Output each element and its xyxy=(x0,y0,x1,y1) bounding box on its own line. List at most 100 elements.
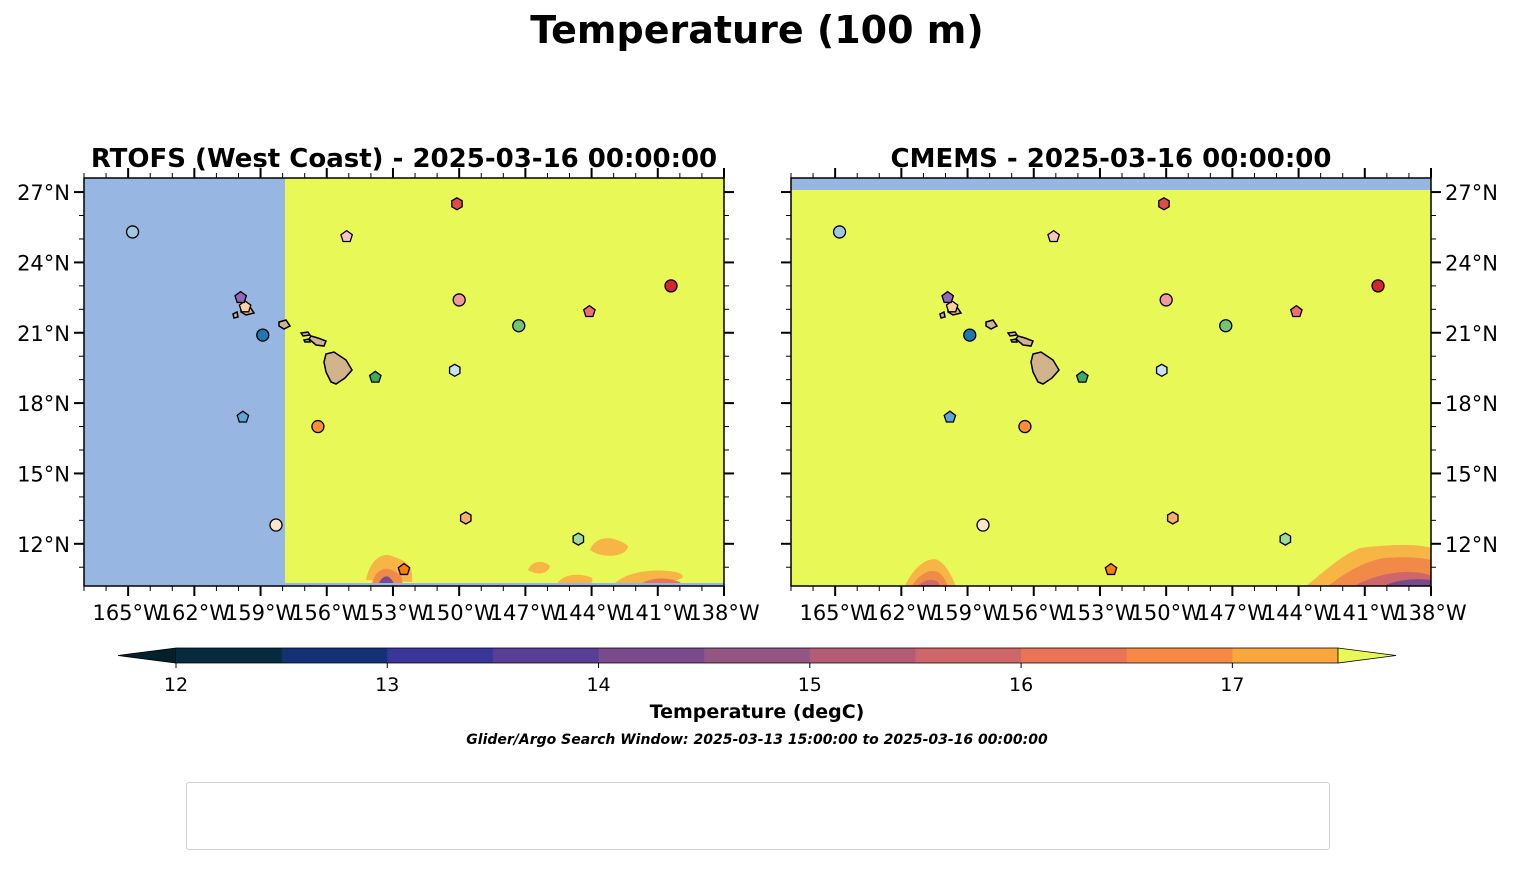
float-marker-5907061 xyxy=(452,293,466,307)
colorbar-bin xyxy=(915,648,1022,663)
lon-tick-label: 147°W xyxy=(490,601,562,625)
no-data-region xyxy=(84,178,285,586)
temperature-field xyxy=(791,178,1431,586)
float-marker-7900877 xyxy=(1047,229,1061,243)
colorbar-under-extension xyxy=(117,647,177,664)
float-marker-7901106 xyxy=(941,290,955,304)
float-marker-5906529 xyxy=(1219,319,1233,333)
lat-tick-label: 24°N xyxy=(1445,251,1498,275)
float-marker-5905854 xyxy=(459,511,472,525)
lon-tick-label: 162°W xyxy=(866,601,938,625)
float-marker-5906095 xyxy=(976,518,990,532)
map-axes: 165°W162°W159°W156°W153°W150°W147°W144°W… xyxy=(781,168,1498,625)
colorbar-bin xyxy=(492,648,600,663)
float-marker-5907061 xyxy=(1159,293,1173,307)
map-frame xyxy=(790,177,1432,587)
float-marker-5906753 xyxy=(572,532,585,546)
panel-title: CMEMS - 2025-03-16 00:00:00 xyxy=(891,144,1332,174)
float-markers xyxy=(832,197,1385,576)
lat-tick-label: 21°N xyxy=(17,322,70,346)
colorbar-tick-label: 12 xyxy=(164,674,188,696)
warm-contours xyxy=(285,538,724,586)
float-marker-5905272 xyxy=(1155,363,1168,378)
float-marker-5906095 xyxy=(269,518,283,532)
lon-tick-label: 159°W xyxy=(932,601,1004,625)
lon-tick-label: 156°W xyxy=(291,601,363,625)
map-area xyxy=(791,178,1431,586)
lat-tick-label: 18°N xyxy=(1445,392,1498,416)
colorbar-over-extension xyxy=(1337,647,1397,664)
colorbar-bin xyxy=(1126,648,1233,663)
lon-tick-label: 153°W xyxy=(357,601,429,625)
warm-contours xyxy=(905,545,1431,586)
float-marker-5905853 xyxy=(311,419,325,434)
figure-title: Temperature (100 m) xyxy=(530,8,984,52)
land-hawaii xyxy=(232,306,353,385)
lat-tick-label: 21°N xyxy=(1445,322,1498,346)
float-marker-4903379 xyxy=(943,410,957,423)
float-markers xyxy=(125,197,678,576)
float-marker-5906811 xyxy=(664,279,678,293)
colorbar-bin xyxy=(1232,648,1339,663)
lon-tick-label: 150°W xyxy=(423,601,495,625)
colorbar: 12 13 14 15 16 17 xyxy=(117,647,1397,696)
float-marker-3902559 xyxy=(256,328,270,342)
lat-tick-label: 15°N xyxy=(1445,462,1498,486)
lat-tick-label: 15°N xyxy=(17,462,70,486)
lon-tick-label: 141°W xyxy=(622,601,694,625)
float-marker-5906812 xyxy=(451,197,463,211)
colorbar-tick-label: 13 xyxy=(375,674,399,696)
float-marker-4903379 xyxy=(236,410,250,423)
lat-tick-label: 27°N xyxy=(17,181,70,205)
panel-title: RTOFS (West Coast) - 2025-03-16 00:00:00 xyxy=(91,144,717,174)
lon-tick-label: 150°W xyxy=(1130,601,1202,625)
float-marker-5905746 xyxy=(1104,562,1118,576)
no-data-region xyxy=(791,178,1431,190)
float-marker-5906814 xyxy=(582,304,596,318)
colorbar-tick-label: 17 xyxy=(1220,674,1244,696)
float-marker-5905853 xyxy=(1018,419,1032,434)
colorbar-bin xyxy=(809,648,916,663)
colorbar-bin xyxy=(1021,648,1128,663)
float-marker-5905746 xyxy=(397,562,411,576)
float-marker-5906470 xyxy=(1075,370,1089,383)
colorbar-bin xyxy=(176,648,283,663)
float-marker-5905854 xyxy=(1166,511,1179,525)
lat-tick-label: 24°N xyxy=(17,251,70,275)
search-window-note: Glider/Argo Search Window: 2025-03-13 15… xyxy=(466,732,1048,748)
lat-tick-label: 12°N xyxy=(17,533,70,557)
colorbar-outline xyxy=(176,647,1338,664)
colorbar-bin xyxy=(387,648,494,663)
lon-tick-label: 162°W xyxy=(159,601,231,625)
float-marker-5906811 xyxy=(1371,279,1385,293)
colorbar-bin xyxy=(281,648,388,663)
float-marker-7900877 xyxy=(340,229,354,243)
lon-tick-label: 153°W xyxy=(1064,601,1136,625)
colorbar-tick-label: 16 xyxy=(1009,674,1033,696)
float-marker-4903507 xyxy=(125,225,140,239)
float-marker-7901106 xyxy=(234,290,248,304)
lon-tick-label: 144°W xyxy=(1263,601,1335,625)
map-panel-cmems: CMEMS - 2025-03-16 00:00:00 xyxy=(781,144,1498,625)
colorbar-tick-label: 15 xyxy=(798,674,822,696)
lon-tick-label: 141°W xyxy=(1329,601,1401,625)
colorbar-bin xyxy=(704,648,811,663)
float-marker-3902559 xyxy=(963,328,977,342)
float-legend xyxy=(186,782,1330,850)
float-marker-5906529 xyxy=(512,319,526,333)
float-marker-5905272 xyxy=(448,363,461,378)
colorbar-tick-label: 14 xyxy=(586,674,610,696)
float-marker-5906812 xyxy=(1158,197,1170,211)
lat-tick-label: 12°N xyxy=(1445,533,1498,557)
float-marker-5906470 xyxy=(368,370,382,383)
land-hawaii xyxy=(939,306,1060,385)
map-panel-rtofs: RTOFS (West Coast) - 2025-03-16 00:00:00 xyxy=(17,144,760,625)
lat-tick-label: 18°N xyxy=(17,392,70,416)
float-marker-5906016 xyxy=(945,300,959,313)
map-frame xyxy=(83,177,725,587)
lon-tick-label: 138°W xyxy=(1395,601,1467,625)
colorbar-bin xyxy=(598,648,705,663)
lon-tick-label: 159°W xyxy=(225,601,297,625)
colorbar-label: Temperature (degC) xyxy=(649,701,865,723)
